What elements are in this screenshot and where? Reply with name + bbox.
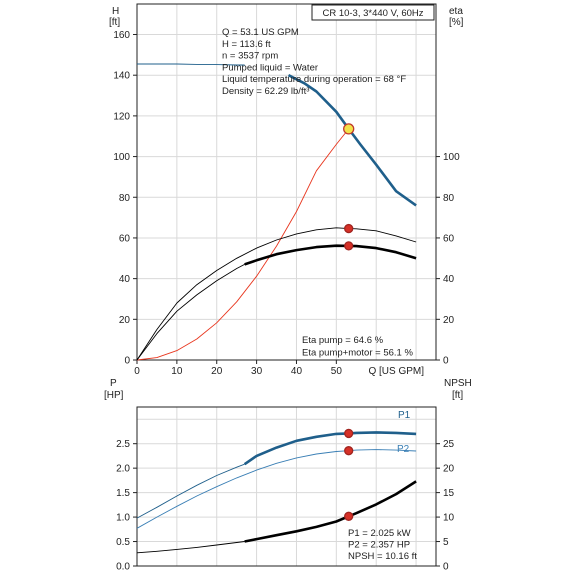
right-tick-label: 40: [443, 274, 455, 285]
left-tick-label: 120: [113, 111, 130, 122]
right-axis-label: eta: [449, 6, 463, 17]
left-tick-label: 1.0: [116, 513, 130, 524]
duty-point-marker: [344, 428, 354, 439]
right-tick-label: 15: [443, 488, 455, 499]
efficiency-info-line: Eta pump = 64.6 %: [302, 335, 384, 346]
chart-title: CR 10-3, 3*440 V, 60Hz: [322, 8, 423, 19]
curve-thick-000000: [244, 244, 417, 266]
right-tick-label: 80: [443, 193, 455, 204]
right-tick-label: 0: [443, 562, 449, 573]
duty-point-marker: [344, 223, 354, 234]
curve-thin-1f5f8b: [137, 63, 245, 66]
power-info-line: P1 = 2.025 kW: [348, 528, 411, 539]
operating-info-line: n = 3537 rpm: [222, 51, 278, 62]
x-tick-label: 30: [251, 366, 263, 377]
left-tick-label: 2.5: [116, 439, 130, 450]
left-tick-label: 0.0: [116, 562, 130, 573]
power-npsh-panel: 0.0 0.5 1.0 1.5 2.0 2.5 0 5 10 15 20 25 P[HP] NPSH[ft…: [104, 378, 472, 573]
right-tick-label: 20: [443, 464, 455, 475]
x-tick-label: 0: [134, 366, 140, 377]
right-tick-label: 60: [443, 233, 455, 244]
curve-p1-thick: [243, 431, 417, 466]
left-axis-unit: [ft]: [109, 17, 120, 28]
operating-info-line: Density = 62.29 lb/ft³: [222, 86, 309, 97]
duty-point-marker: [344, 446, 354, 456]
x-tick-label: 20: [211, 366, 223, 377]
series-label-p1: P1: [398, 410, 411, 421]
curve-p1-thin: [136, 463, 245, 519]
left-axis-label: H: [112, 6, 119, 17]
curve-npsh-thin: [136, 541, 245, 554]
power-info-line: P2 = 2.357 HP: [348, 540, 410, 551]
left-axis-unit: [HP]: [104, 390, 124, 401]
left-tick-label: 0: [124, 356, 130, 367]
duty-point-marker: [344, 511, 354, 521]
left-tick-label: 0.5: [116, 537, 130, 548]
left-tick-label: 20: [119, 315, 131, 326]
left-tick-label: 40: [119, 274, 131, 285]
curve-npsh-thick: [244, 480, 417, 543]
x-axis-label: Q [US GPM]: [368, 366, 424, 377]
left-tick-label: 80: [119, 193, 131, 204]
operating-info-line: H = 113.6 ft: [222, 39, 271, 50]
operating-info-line: Liquid temperature during operation = 68…: [222, 74, 406, 85]
curve-thin-000000: [136, 227, 417, 361]
power-info-line: NPSH = 10.16 ft: [348, 551, 417, 562]
duty-point-marker: [343, 123, 355, 135]
plot-frame: [136, 406, 437, 567]
curve-thin-e8361e: [136, 128, 350, 361]
right-axis-unit: [%]: [449, 17, 464, 28]
head-efficiency-panel: 0 20 40 60 80 100 120 140 160 0 20 40 60 80 100 0 10 20 30…: [109, 3, 464, 377]
left-tick-label: 2.0: [116, 464, 130, 475]
left-tick-label: 160: [113, 30, 130, 41]
series-label-p2: P2: [397, 444, 410, 455]
plot-frame: [136, 3, 437, 361]
right-tick-label: 20: [443, 315, 455, 326]
right-tick-label: 10: [443, 513, 455, 524]
right-axis-unit: [ft]: [452, 390, 463, 401]
right-axis-label: NPSH: [444, 378, 472, 389]
x-tick-label: 50: [331, 366, 343, 377]
left-tick-label: 1.5: [116, 488, 130, 499]
left-tick-label: 60: [119, 233, 131, 244]
title-box: [311, 4, 435, 21]
x-tick-label: 10: [171, 366, 183, 377]
efficiency-info-line: Eta pump+motor = 56.1 %: [302, 348, 413, 359]
left-axis-label: P: [110, 378, 117, 389]
curve-thin-000000: [136, 264, 245, 361]
left-tick-label: 100: [113, 152, 130, 163]
operating-info-line: Pumped liquid = Water: [222, 62, 318, 73]
right-tick-label: 5: [443, 537, 449, 548]
curve-p2-thin: [136, 449, 417, 529]
right-tick-label: 0: [443, 356, 449, 367]
operating-info-line: Q = 53.1 US GPM: [222, 27, 299, 38]
right-tick-label: 100: [443, 152, 460, 163]
left-tick-label: 140: [113, 71, 130, 82]
right-tick-label: 25: [443, 439, 455, 450]
duty-point-marker: [344, 241, 354, 251]
x-tick-label: 40: [291, 366, 303, 377]
